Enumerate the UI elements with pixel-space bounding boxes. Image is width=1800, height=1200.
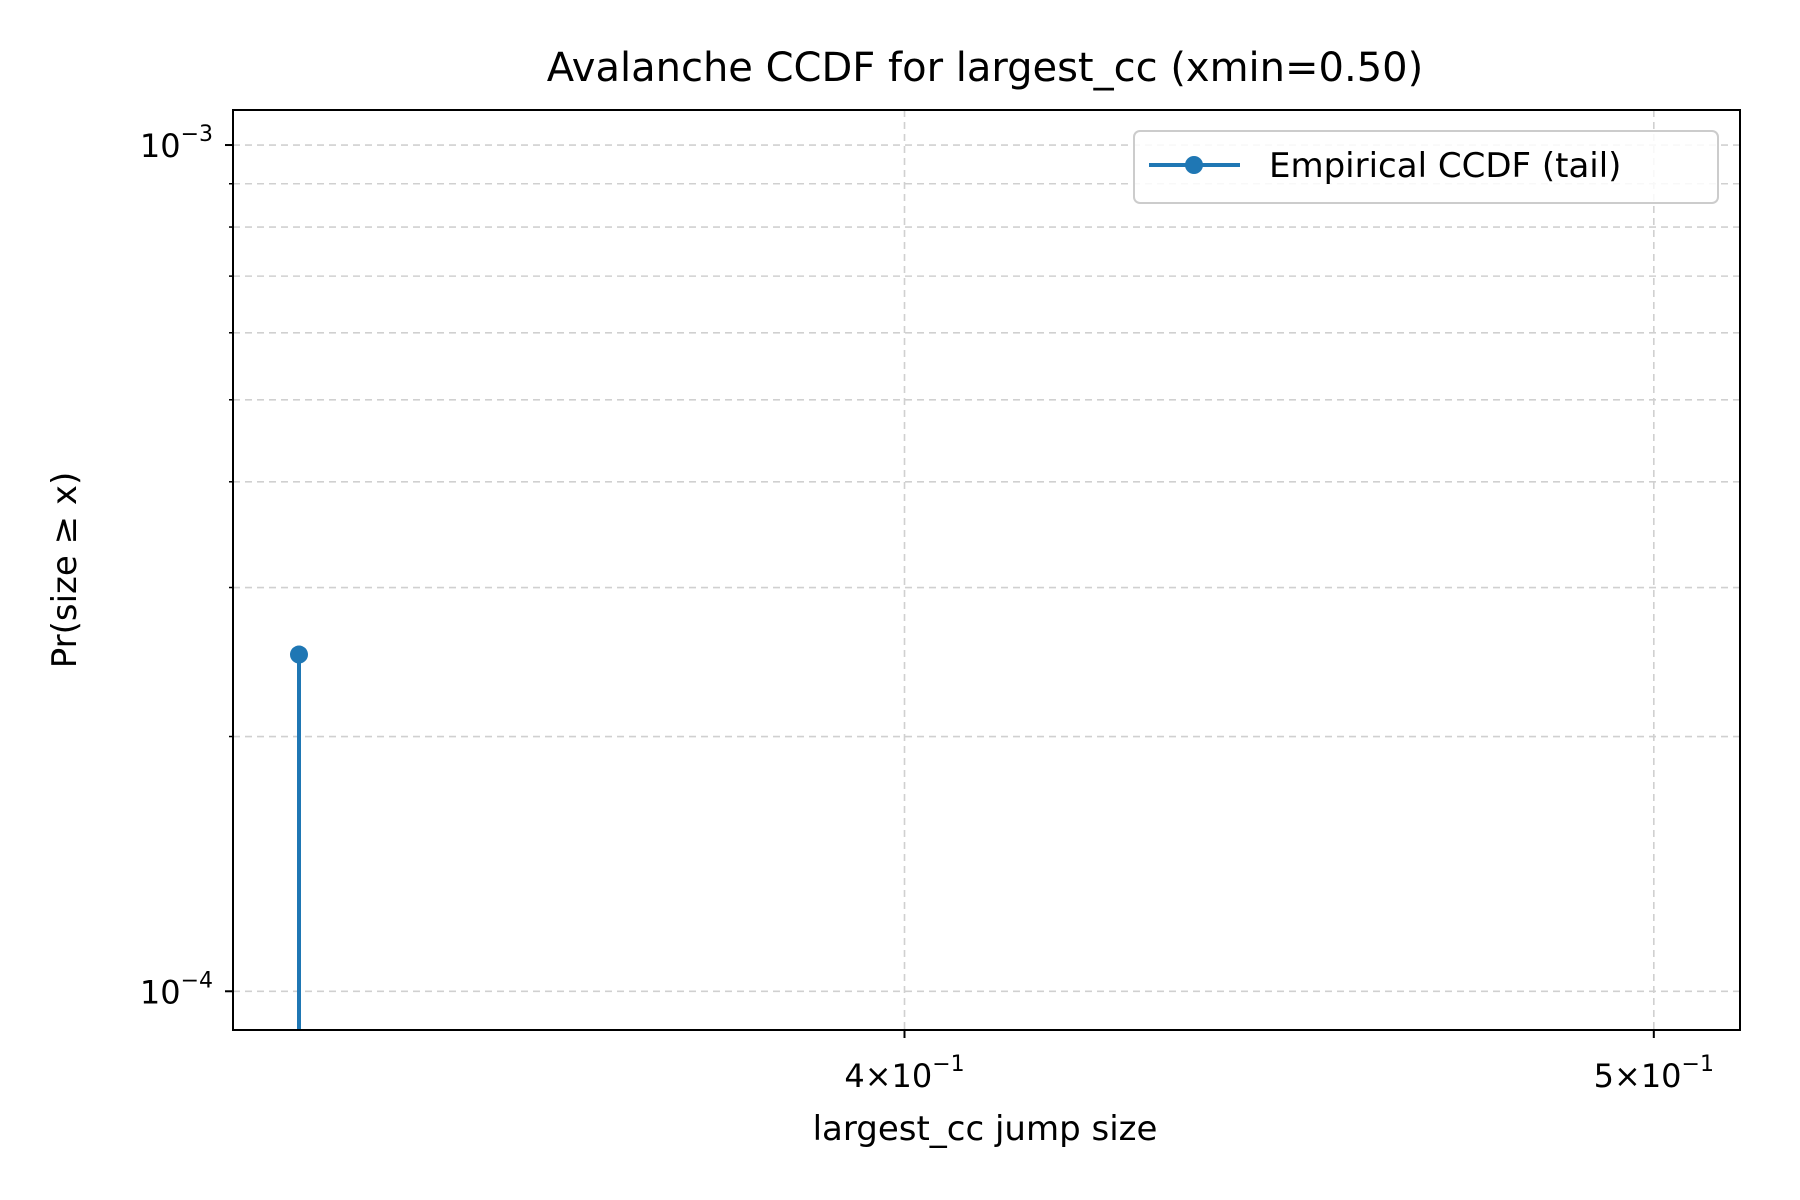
y-axis-label: Pr(size ≥ x): [45, 472, 85, 669]
grid: [233, 110, 1740, 1030]
x-tick-label-mantissa: 5: [1594, 1057, 1614, 1095]
plot-frame: [232, 109, 1741, 1031]
chart-title: Avalanche CCDF for largest_cc (xmin=0.50…: [547, 45, 1423, 91]
y-tick-label-exponent: −4: [181, 968, 213, 993]
x-tick-label-mantissa: 4: [844, 1057, 864, 1095]
x-tick-label-exponent: −1: [932, 1052, 964, 1077]
legend-box: [1133, 130, 1719, 204]
x-tick-label: 5×10−1: [1594, 1052, 1714, 1095]
y-tick-label: 10−4: [140, 968, 213, 1011]
y-tick-label: 10−3: [140, 122, 213, 165]
x-tick-label-exponent: −1: [1682, 1052, 1714, 1077]
legend: Empirical CCDF (tail): [1133, 130, 1719, 204]
x-axis-label: largest_cc jump size: [813, 1109, 1158, 1149]
x-tick-label-times: ×10: [1614, 1057, 1682, 1095]
axes: 10−410−34×10−1 5×10−1: [140, 122, 1714, 1095]
legend-marker-swatch: [1185, 156, 1203, 174]
y-tick-label-base: 10: [140, 973, 181, 1011]
legend-label: Empirical CCDF (tail): [1269, 146, 1621, 186]
x-tick-label: 4×10−1: [844, 1052, 964, 1095]
series-layer: [289, 645, 308, 1030]
y-tick-label-base: 10: [140, 127, 181, 165]
x-tick-label-times: ×10: [865, 1057, 933, 1095]
y-tick-label-exponent: −3: [181, 122, 213, 147]
series-point: [289, 645, 308, 664]
